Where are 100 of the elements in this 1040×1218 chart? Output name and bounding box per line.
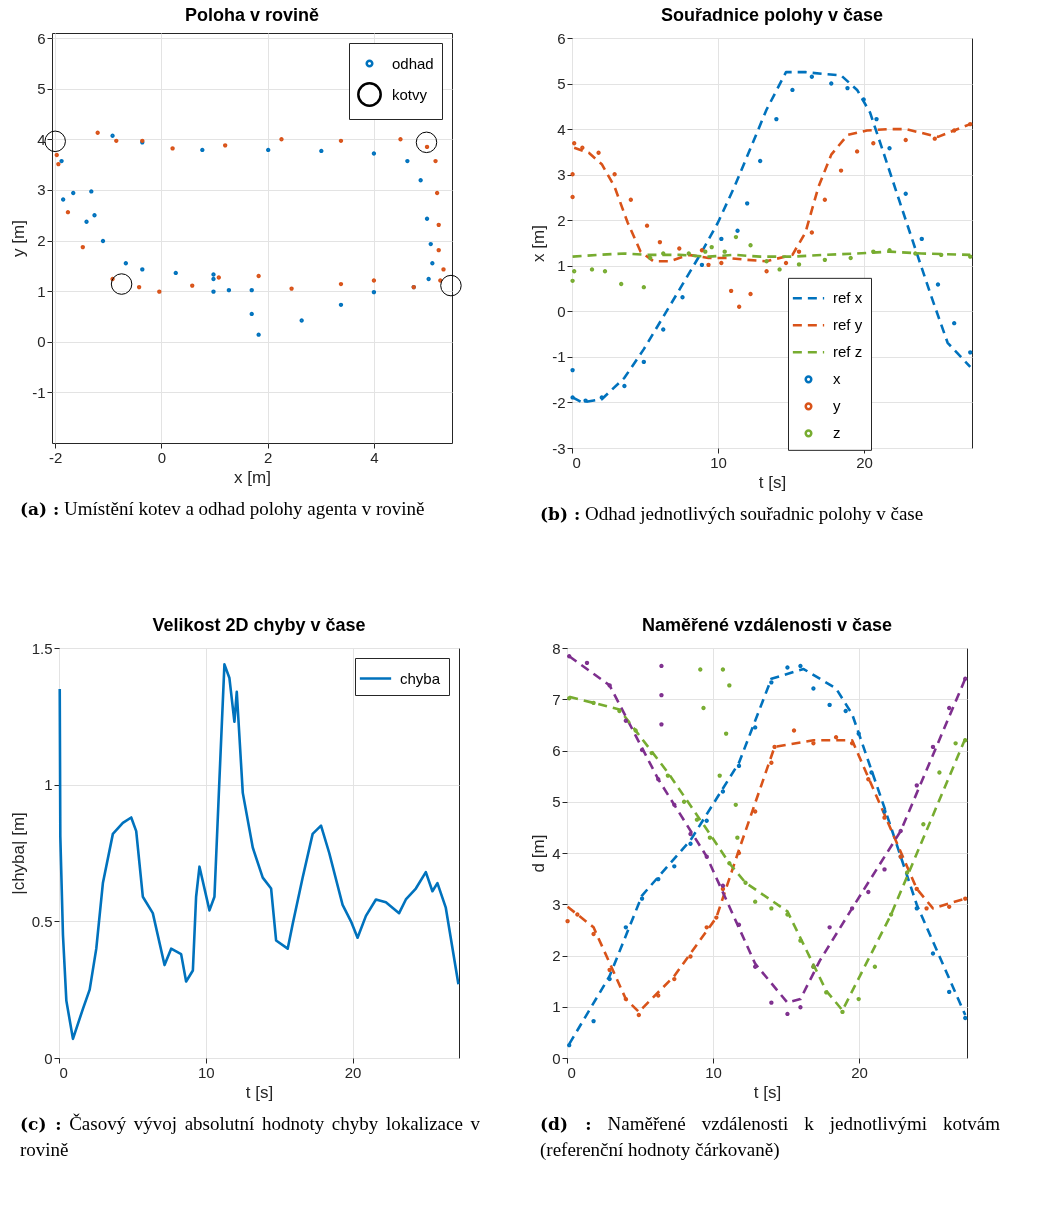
- point: [661, 327, 666, 332]
- point: [727, 861, 732, 866]
- point: [636, 1012, 642, 1018]
- point: [736, 850, 742, 856]
- point: [266, 147, 271, 153]
- point: [619, 281, 624, 287]
- point: [338, 302, 344, 307]
- point: [752, 899, 758, 904]
- point: [602, 269, 608, 274]
- chart-title: Velikost 2D chyby v čase: [152, 615, 366, 635]
- point: [672, 976, 677, 982]
- point: [840, 1009, 845, 1015]
- point: [752, 725, 758, 730]
- point: [717, 773, 722, 778]
- point: [190, 283, 195, 288]
- point: [848, 255, 853, 261]
- point: [639, 896, 645, 901]
- point: [607, 976, 612, 982]
- y-tick-label: 2: [552, 947, 561, 964]
- point: [622, 383, 627, 389]
- point: [80, 244, 85, 250]
- point: [599, 395, 604, 400]
- y-tick-label: 3: [552, 895, 561, 913]
- point: [371, 151, 377, 156]
- point: [963, 1015, 968, 1021]
- point: [935, 282, 941, 287]
- point: [698, 667, 703, 672]
- point: [856, 996, 861, 1002]
- x-axis-title: t [s]: [753, 1082, 782, 1102]
- point: [583, 398, 588, 403]
- point: [914, 783, 919, 788]
- y-tick-label: 7: [552, 690, 561, 708]
- x-axis-title: x [m]: [234, 467, 271, 487]
- point: [706, 262, 711, 268]
- x-axis-title: t [s]: [758, 472, 787, 492]
- point: [659, 663, 664, 669]
- y-tick-label: 0: [557, 302, 566, 320]
- point: [100, 238, 106, 244]
- point: [719, 260, 724, 266]
- point: [688, 831, 693, 837]
- point: [596, 150, 601, 155]
- point: [623, 996, 629, 1002]
- y-tick-label: 4: [557, 120, 566, 138]
- point: [745, 201, 750, 206]
- point: [216, 275, 221, 280]
- point: [748, 243, 753, 248]
- point: [952, 320, 957, 326]
- point: [659, 722, 664, 727]
- point: [932, 136, 937, 141]
- text: (c) : Časový vývoj absolutní hodnoty chyby lokalizace v rovině: [20, 1112, 481, 1162]
- y-tick-label: 1: [557, 257, 566, 275]
- point: [947, 904, 952, 909]
- point: [639, 747, 645, 753]
- y-axis-title: x [m]: [529, 225, 549, 262]
- point: [930, 744, 936, 750]
- point: [656, 876, 661, 882]
- chart-title: Naměřené vzdálenosti v čase: [641, 615, 893, 635]
- point: [589, 267, 595, 272]
- point: [428, 241, 433, 247]
- point: [824, 990, 829, 995]
- x-axis-title: t [s]: [245, 1082, 274, 1102]
- point: [567, 1043, 572, 1048]
- legend-label: ref z: [833, 343, 863, 361]
- legend-label: ref x: [833, 289, 863, 307]
- y-tick-label: 1: [552, 998, 561, 1016]
- point: [720, 789, 726, 794]
- point: [822, 257, 828, 263]
- point: [570, 278, 575, 283]
- point: [686, 251, 691, 256]
- point: [719, 236, 724, 242]
- point: [809, 74, 815, 79]
- point: [752, 809, 758, 814]
- point: [829, 81, 834, 86]
- line-series: [572, 122, 972, 263]
- point: [833, 734, 839, 740]
- y-tick-label: 1.5: [31, 639, 53, 657]
- y-tick-label: 6: [557, 29, 566, 47]
- point: [903, 191, 908, 196]
- point: [623, 718, 629, 723]
- point: [798, 663, 803, 669]
- point: [796, 262, 802, 267]
- point: [114, 138, 119, 143]
- point: [845, 85, 850, 91]
- y-tick-label: 5: [552, 793, 561, 811]
- point: [777, 267, 782, 272]
- point: [641, 285, 647, 290]
- point: [92, 213, 97, 218]
- point: [319, 148, 324, 154]
- point: [861, 97, 866, 102]
- y-tick-label: 3: [37, 181, 46, 199]
- point: [591, 1018, 596, 1024]
- point: [572, 269, 577, 274]
- y-tick-label: 6: [552, 742, 561, 759]
- point: [849, 906, 855, 911]
- y-tick-label: -1: [552, 348, 566, 366]
- point: [963, 896, 968, 901]
- x-tick-label: 10: [705, 1063, 722, 1081]
- point: [733, 802, 738, 808]
- x-tick-label: 0: [572, 453, 581, 471]
- point: [924, 906, 929, 911]
